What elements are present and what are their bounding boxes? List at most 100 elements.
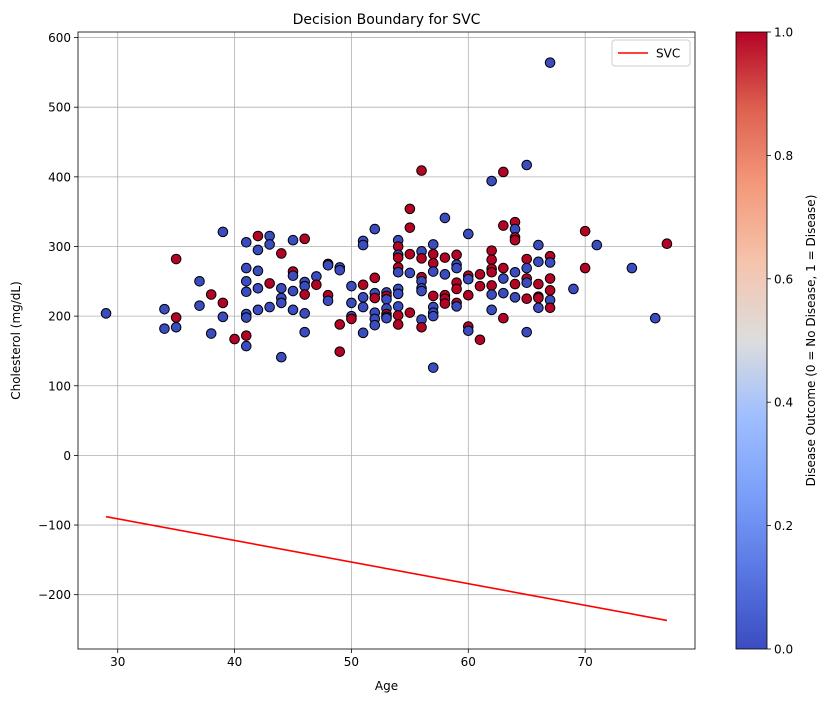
point-disease bbox=[474, 269, 486, 280]
point-no-disease bbox=[299, 308, 311, 319]
point-disease bbox=[544, 273, 556, 284]
point-no-disease bbox=[486, 289, 497, 300]
colorbar-tick-label: 0.2 bbox=[774, 519, 793, 533]
point-no-disease bbox=[264, 301, 275, 313]
x-axis-ticks: 30 40 50 60 70 bbox=[110, 649, 593, 669]
point-disease bbox=[229, 333, 240, 345]
x-tick-label: 30 bbox=[110, 655, 125, 669]
point-no-disease bbox=[451, 301, 462, 312]
point-no-disease bbox=[252, 265, 264, 277]
point-disease bbox=[498, 166, 509, 178]
point-disease bbox=[451, 283, 462, 295]
point-no-disease bbox=[205, 328, 217, 339]
colorbar-tick-label: 0.6 bbox=[774, 272, 793, 286]
point-disease bbox=[276, 248, 287, 259]
chart-title: Decision Boundary for SVC bbox=[293, 12, 481, 28]
point-no-disease bbox=[287, 304, 299, 316]
point-no-disease bbox=[462, 273, 474, 285]
point-no-disease bbox=[357, 327, 369, 339]
point-no-disease bbox=[357, 239, 369, 251]
point-disease bbox=[404, 248, 416, 260]
colorbar: 0.0 0.2 0.4 0.6 0.8 1.0 Disease Outcome (0 = … bbox=[735, 26, 818, 657]
y-tick-label: 500 bbox=[48, 101, 71, 115]
y-tick-label: 0 bbox=[63, 449, 71, 463]
point-no-disease bbox=[322, 259, 334, 271]
point-disease bbox=[533, 278, 544, 290]
y-tick-label: −100 bbox=[38, 519, 71, 533]
point-disease bbox=[521, 293, 533, 305]
point-no-disease bbox=[346, 280, 357, 292]
point-no-disease bbox=[427, 310, 439, 322]
point-disease bbox=[404, 222, 416, 233]
point-no-disease bbox=[521, 262, 533, 274]
point-no-disease bbox=[287, 285, 299, 297]
y-tick-label: 400 bbox=[48, 170, 71, 184]
point-no-disease bbox=[381, 294, 392, 305]
legend: SVC bbox=[611, 39, 691, 67]
y-axis-ticks: −200 −100 0 100 200 300 400 500 600 bbox=[38, 31, 78, 602]
point-no-disease bbox=[287, 270, 299, 282]
point-no-disease bbox=[462, 325, 474, 337]
y-tick-label: 100 bbox=[48, 379, 71, 393]
point-no-disease bbox=[568, 283, 579, 295]
point-no-disease bbox=[240, 312, 252, 323]
grid-lines bbox=[78, 32, 695, 649]
point-no-disease bbox=[170, 321, 182, 333]
point-disease bbox=[521, 253, 533, 265]
point-no-disease bbox=[427, 362, 439, 373]
point-no-disease bbox=[439, 269, 451, 280]
point-no-disease bbox=[533, 239, 544, 251]
point-no-disease bbox=[521, 326, 533, 338]
point-no-disease bbox=[533, 302, 544, 314]
point-disease bbox=[252, 230, 264, 242]
point-disease bbox=[544, 285, 556, 296]
point-disease bbox=[416, 321, 427, 333]
colorbar-tick-label: 0.8 bbox=[774, 149, 793, 163]
point-no-disease bbox=[240, 262, 252, 274]
point-no-disease bbox=[533, 256, 544, 268]
point-no-disease bbox=[591, 239, 603, 251]
y-tick-label: 200 bbox=[48, 310, 71, 324]
colorbar-tick-label: 0.4 bbox=[774, 396, 793, 410]
point-no-disease bbox=[252, 282, 264, 294]
point-disease bbox=[334, 319, 346, 330]
point-no-disease bbox=[240, 237, 252, 248]
point-disease bbox=[369, 272, 381, 284]
legend-label-svc: SVC bbox=[656, 47, 680, 61]
point-no-disease bbox=[544, 57, 556, 68]
colorbar-tick-label: 1.0 bbox=[774, 26, 793, 40]
x-tick-label: 50 bbox=[344, 655, 359, 669]
point-disease bbox=[474, 280, 486, 292]
x-axis-label: Age bbox=[375, 679, 398, 693]
point-no-disease bbox=[252, 304, 264, 316]
point-no-disease bbox=[240, 286, 252, 298]
point-disease bbox=[170, 253, 182, 265]
point-disease bbox=[404, 203, 416, 215]
point-no-disease bbox=[427, 266, 439, 277]
point-no-disease bbox=[287, 234, 299, 246]
svc-line bbox=[105, 515, 668, 622]
point-disease bbox=[240, 330, 252, 341]
plot-frame bbox=[77, 31, 696, 650]
point-no-disease bbox=[299, 326, 311, 338]
point-no-disease bbox=[416, 285, 427, 297]
point-no-disease bbox=[322, 295, 334, 307]
point-no-disease bbox=[486, 175, 497, 187]
point-disease bbox=[486, 245, 497, 256]
point-disease bbox=[439, 252, 451, 263]
point-disease bbox=[498, 220, 509, 231]
legend-box bbox=[611, 39, 691, 67]
point-disease bbox=[404, 307, 416, 318]
point-no-disease bbox=[217, 311, 229, 323]
point-disease bbox=[486, 266, 497, 278]
point-no-disease bbox=[392, 288, 404, 300]
y-tick-label: 300 bbox=[48, 240, 71, 254]
point-no-disease bbox=[240, 340, 252, 352]
point-no-disease bbox=[544, 257, 556, 268]
point-disease bbox=[474, 334, 486, 346]
point-no-disease bbox=[486, 304, 497, 316]
point-no-disease bbox=[240, 276, 252, 287]
colorbar-label: Disease Outcome (0 = No Disease, 1 = Dis… bbox=[804, 195, 818, 487]
svc-boundary-line bbox=[105, 515, 668, 622]
y-axis-label: Cholesterol (mg/dL) bbox=[9, 281, 23, 400]
